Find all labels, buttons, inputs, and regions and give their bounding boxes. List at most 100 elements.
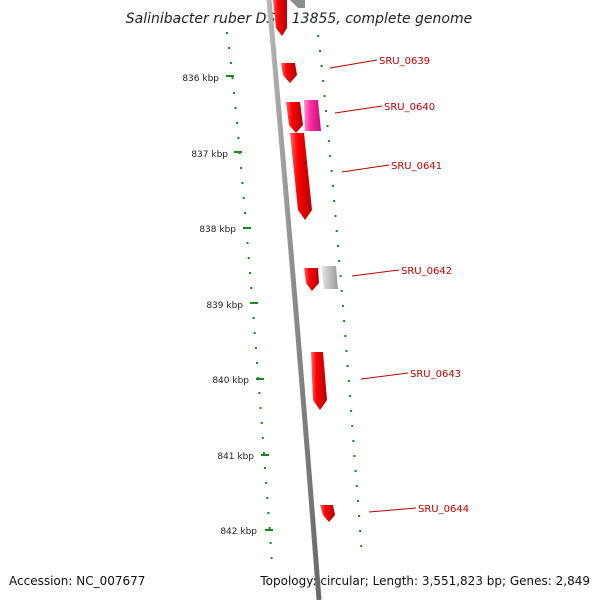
ruler-dot [265,482,268,484]
ruler-dot [237,137,240,139]
ruler-dot [242,197,245,199]
ruler-dot [236,122,238,124]
gene-feature-sru-0639[interactable] [281,63,297,83]
ruler-dot [254,347,257,349]
tick-837: 837 kbp [191,150,242,160]
ruler-dot [244,212,246,214]
ruler-dot [338,260,341,262]
tick-label: 837 kbp [191,150,228,160]
gene-label-leader [329,59,378,69]
ruler-dot [346,365,349,367]
gene-feature-sru-0644[interactable] [320,505,335,522]
ruler-dot [262,452,265,454]
gene-feature-sru-0643[interactable] [311,352,327,410]
ruler-dot [331,185,334,187]
gene-feature[interactable] [286,102,303,133]
ruler-dot [322,80,325,82]
ruler-dot [352,440,355,442]
tick-841: 841 kbp [217,452,269,462]
ruler-dot [250,287,253,289]
gene-feature-sru-0642[interactable] [321,266,338,289]
right-ruler [315,20,363,547]
gene-label-sru-0640[interactable]: SRU_0640 [384,102,435,113]
ruler-dot [228,47,231,49]
ruler-dot [359,530,362,532]
ruler-dot [356,500,359,502]
ruler-dot [330,170,333,172]
gene-feature[interactable] [273,0,287,36]
gene-label-leader [360,372,409,380]
tick-836: 836 kbp [182,74,234,84]
ruler-dot [351,425,354,427]
ruler-dot [247,257,250,259]
ruler-dot [350,410,353,412]
gene-label-sru-0644[interactable]: SRU_0644 [418,504,469,515]
ruler-dot [326,125,329,127]
ruler-dot [231,77,234,79]
ruler-dot [260,422,263,424]
ruler-dot [315,20,317,22]
gene-label-leader [341,164,390,173]
gene-label-sru-0639[interactable]: SRU_0639 [379,56,430,67]
ruler-dot [233,92,236,94]
ruler-dot [349,395,351,397]
ruler-dot [317,35,320,37]
tick-839: 839 kbp [206,301,258,311]
ruler-dot [343,320,346,322]
gene-label-sru-0642[interactable]: SRU_0642 [401,266,452,277]
tick-840: 840 kbp [212,376,264,386]
ruler-dot [333,200,336,202]
ruler-dot [325,110,328,112]
gene-feature[interactable] [304,268,319,291]
ruler-dot [320,65,323,67]
tick-label: 840 kbp [212,376,249,386]
ruler-dot [267,512,270,514]
ruler-dot [268,527,271,529]
ruler-dot [354,470,357,472]
ruler-dot [256,362,259,364]
ruler-dot [269,542,272,544]
ruler-dot [253,332,256,334]
gene-feature-sru-0640[interactable] [304,100,321,131]
ruler-dot [234,107,237,109]
ruler-dot [246,242,249,244]
ruler-dot [323,95,326,97]
gene-label-leader [368,507,417,513]
gene-label-sru-0643[interactable]: SRU_0643 [410,369,461,380]
backbone-track [266,0,322,600]
ruler-dot [334,215,337,217]
accession-text: Accession: NC_007677 [9,574,146,588]
left-ruler [226,32,273,559]
tick-label: 838 kbp [199,225,236,235]
ruler-dot [264,467,266,469]
ruler-dot [355,485,358,487]
ruler-dot [347,380,350,382]
map-title: Salinibacter ruber DSM 13855, complete g… [126,11,472,27]
backbone-track-secondary [290,0,305,8]
ruler-dot [340,290,343,292]
gene-label-sru-0641[interactable]: SRU_0641 [391,161,442,172]
ruler-dot [360,545,363,547]
genome-summary-text: Topology: circular; Length: 3,551,823 bp… [260,574,590,588]
gene-label-leader [334,105,383,114]
ruler-dot [337,245,339,247]
tick-label: 836 kbp [182,74,219,84]
ruler-dot [329,155,332,157]
ruler-dot [261,437,264,439]
tick-label: 839 kbp [206,301,243,311]
gene-feature-sru-0641[interactable] [290,133,312,220]
tick-label: 841 kbp [217,452,254,462]
ruler-dot [226,32,228,34]
ruler-dot [270,557,273,559]
ruler-dot [335,230,338,232]
ruler-dot [229,62,232,64]
ruler-dot [341,305,344,307]
ruler-dot [258,392,261,394]
ruler-dot [252,317,255,319]
ruler-dot [241,182,244,184]
ruler-dot [319,50,321,52]
ruler-dot [344,335,347,337]
ruler-dot [248,272,251,274]
tick-842: 842 kbp [220,527,273,537]
